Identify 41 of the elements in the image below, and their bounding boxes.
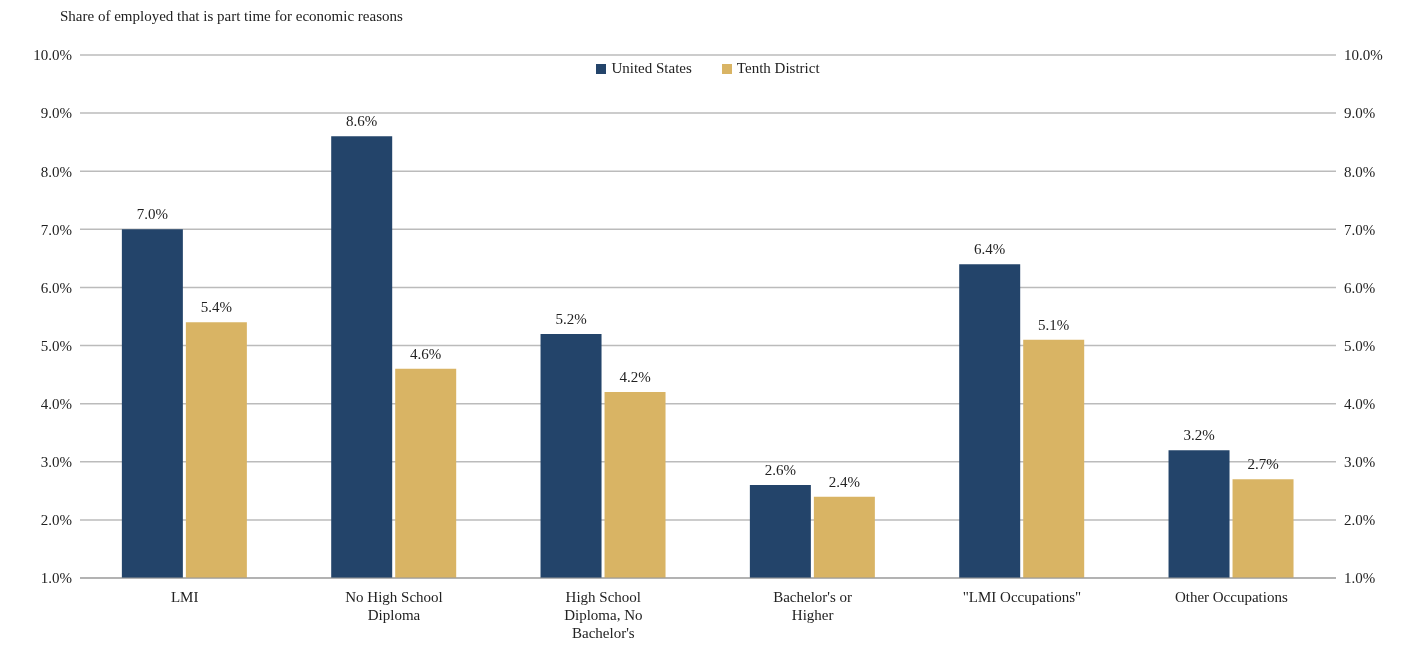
data-label: 8.6% [346, 113, 378, 130]
x-tick-label: No High School Diploma [345, 589, 443, 623]
y-tick-label: 2.0% [40, 512, 72, 529]
y2-tick-label: 4.0% [1344, 395, 1376, 412]
data-label: 4.2% [619, 369, 651, 386]
data-label: 2.6% [764, 462, 796, 479]
data-label: 2.4% [828, 473, 860, 490]
y2-tick-label: 9.0% [1344, 105, 1376, 122]
data-label: 5.4% [200, 299, 232, 316]
y2-tick-label: 3.0% [1344, 454, 1376, 471]
legend-label: United States [610, 60, 692, 77]
y2-tick-label: 6.0% [1344, 279, 1376, 296]
y-tick-label: 1.0% [40, 570, 72, 587]
y2-tick-label: 10.0% [1344, 47, 1383, 64]
legend-label: Tenth District [735, 60, 820, 77]
y-tick-label: 5.0% [40, 337, 72, 354]
data-label: 3.2% [1183, 427, 1215, 444]
data-label: 7.0% [136, 206, 168, 223]
y2-tick-label: 5.0% [1344, 337, 1376, 354]
y2-tick-label: 8.0% [1344, 163, 1376, 180]
x-tick-label: High School Diploma, No Bachelor's [564, 589, 643, 641]
y-tick-label: 4.0% [40, 395, 72, 412]
y-tick-label: 7.0% [40, 221, 72, 238]
y-tick-label: 6.0% [40, 279, 72, 296]
x-tick-label: Other Occupations [1174, 589, 1288, 605]
x-tick-label: LMI [170, 589, 199, 605]
x-tick-label: "LMI Occupations" [962, 589, 1082, 605]
x-tick-label: Bachelor's or Higher [773, 589, 853, 623]
y-tick-label: 8.0% [40, 163, 72, 180]
data-label: 2.7% [1247, 456, 1279, 473]
chart-title: Share of employed that is part time for economic reasons [60, 8, 403, 25]
y-tick-label: 9.0% [40, 105, 72, 122]
y-tick-label: 10.0% [33, 47, 72, 64]
y2-tick-label: 1.0% [1344, 570, 1376, 587]
data-label: 4.6% [410, 345, 442, 362]
data-label: 5.2% [555, 310, 587, 327]
y-tick-label: 3.0% [40, 454, 72, 471]
y2-tick-label: 2.0% [1344, 512, 1376, 529]
data-label: 6.4% [974, 241, 1006, 258]
y2-tick-label: 7.0% [1344, 221, 1376, 238]
data-label: 5.1% [1038, 316, 1070, 333]
